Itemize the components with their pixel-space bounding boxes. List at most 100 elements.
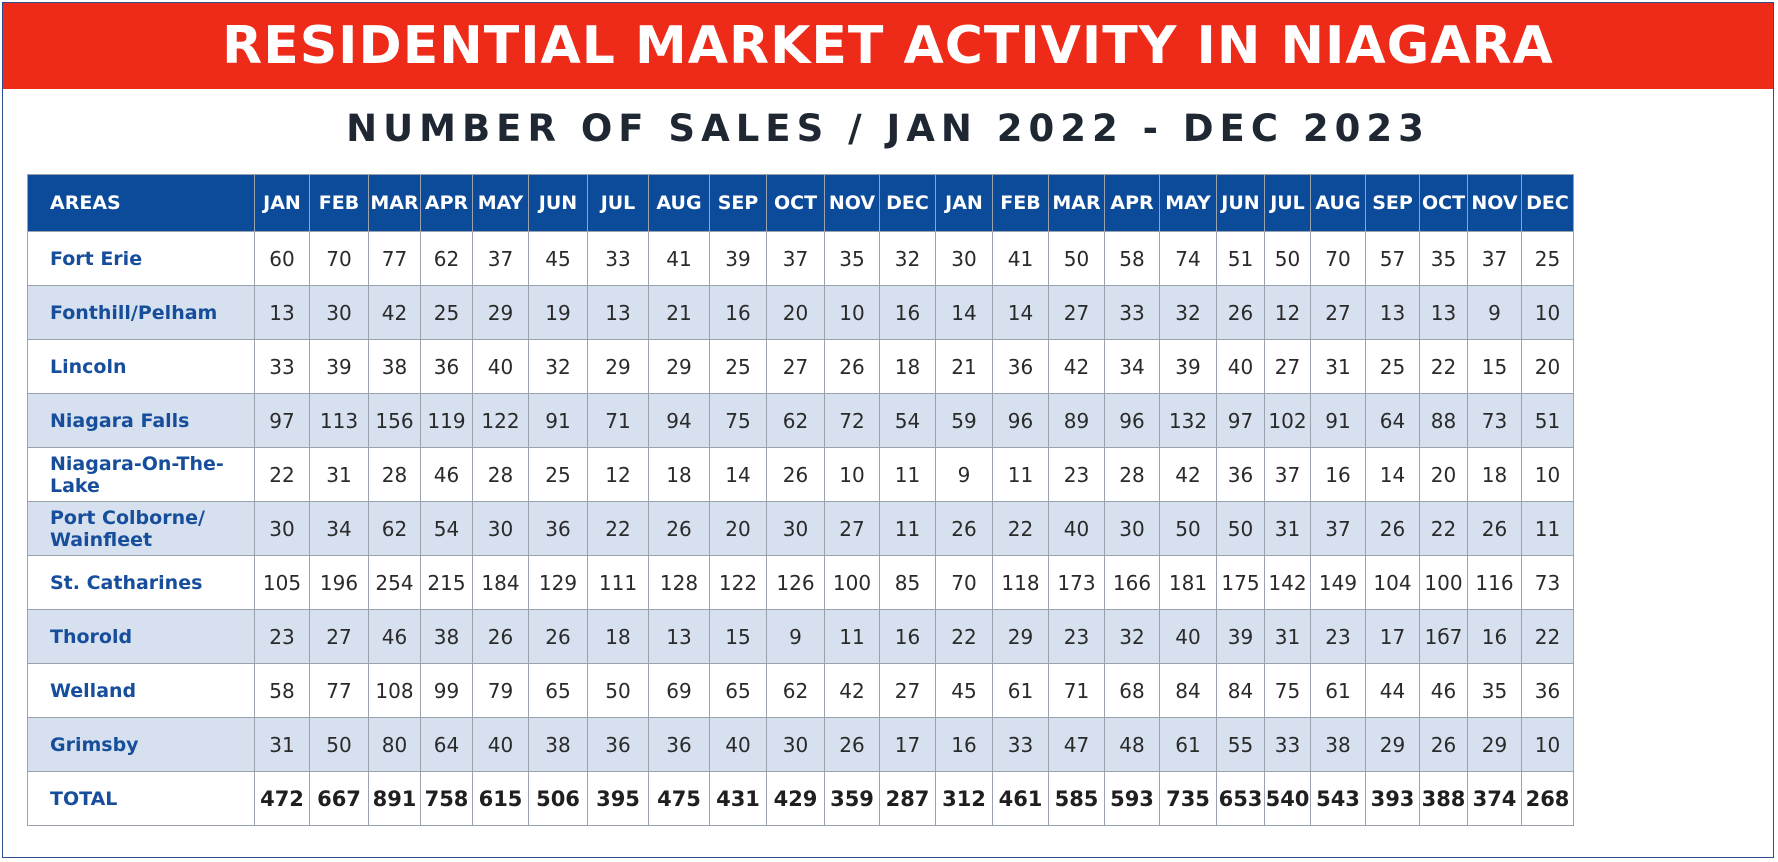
sales-cell: 57 — [1365, 231, 1420, 286]
sales-cell: 39 — [1159, 339, 1217, 394]
sales-table: AREAS JAN FEB MAR APR MAY JUN JUL AUG SEP OCT NOV D… — [27, 174, 1574, 826]
sales-cell: 36 — [420, 339, 473, 394]
sales-cell: 33 — [1104, 285, 1160, 340]
sales-cell: 62 — [766, 663, 825, 718]
sales-cell: 26 — [935, 501, 993, 556]
areas-header: AREAS — [27, 174, 255, 232]
sales-cell: 29 — [1467, 717, 1522, 772]
sales-cell: 132 — [1159, 393, 1217, 448]
sales-cell: 14 — [1365, 447, 1420, 502]
sales-cell: 26 — [472, 609, 529, 664]
sales-cell: 62 — [766, 393, 825, 448]
sales-cell: 9 — [935, 447, 993, 502]
sales-cell: 506 — [528, 771, 588, 826]
sales-cell: 26 — [766, 447, 825, 502]
sales-cell: 156 — [368, 393, 421, 448]
sales-cell: 23 — [1048, 609, 1105, 664]
sales-cell: 9 — [1467, 285, 1522, 340]
sales-cell: 70 — [1310, 231, 1366, 286]
sales-cell: 42 — [1048, 339, 1105, 394]
sales-cell: 18 — [879, 339, 936, 394]
sales-cell: 26 — [1365, 501, 1420, 556]
sales-cell: 104 — [1365, 555, 1420, 610]
sales-cell: 30 — [935, 231, 993, 286]
sales-cell: 55 — [1216, 717, 1265, 772]
sales-cell: 585 — [1048, 771, 1105, 826]
area-name: Port Colborne/ Wainfleet — [27, 501, 255, 556]
month-header: MAR — [368, 174, 421, 232]
sales-cell: 69 — [648, 663, 710, 718]
sales-cell: 615 — [472, 771, 529, 826]
sales-cell: 122 — [472, 393, 529, 448]
sales-cell: 32 — [1159, 285, 1217, 340]
sales-cell: 41 — [648, 231, 710, 286]
sales-cell: 38 — [528, 717, 588, 772]
sales-cell: 12 — [1264, 285, 1311, 340]
sales-cell: 30 — [254, 501, 310, 556]
sales-cell: 359 — [824, 771, 880, 826]
sales-cell: 50 — [1048, 231, 1105, 286]
sales-cell: 22 — [587, 501, 649, 556]
sales-cell: 16 — [935, 717, 993, 772]
sales-cell: 36 — [587, 717, 649, 772]
sales-cell: 215 — [420, 555, 473, 610]
sales-cell: 34 — [309, 501, 369, 556]
sales-cell: 472 — [254, 771, 310, 826]
sales-cell: 22 — [1521, 609, 1574, 664]
sales-cell: 11 — [1521, 501, 1574, 556]
sales-cell: 13 — [1365, 285, 1420, 340]
sales-cell: 54 — [879, 393, 936, 448]
sales-cell: 126 — [766, 555, 825, 610]
sales-cell: 91 — [1310, 393, 1366, 448]
sales-cell: 16 — [879, 285, 936, 340]
sales-cell: 22 — [254, 447, 310, 502]
sales-cell: 13 — [648, 609, 710, 664]
month-header: MAY — [472, 174, 529, 232]
month-header: FEB — [309, 174, 369, 232]
sales-cell: 11 — [992, 447, 1049, 502]
sales-cell: 75 — [709, 393, 767, 448]
sales-cell: 105 — [254, 555, 310, 610]
area-name: Thorold — [27, 609, 255, 664]
sales-cell: 891 — [368, 771, 421, 826]
page-title: RESIDENTIAL MARKET ACTIVITY IN NIAGARA — [222, 16, 1554, 76]
sales-cell: 97 — [1216, 393, 1265, 448]
month-header: JAN — [935, 174, 993, 232]
sales-cell: 268 — [1521, 771, 1574, 826]
sales-cell: 36 — [992, 339, 1049, 394]
sales-cell: 29 — [992, 609, 1049, 664]
sales-cell: 1б7 — [1419, 609, 1468, 664]
sales-cell: 27 — [879, 663, 936, 718]
sales-cell: 102 — [1264, 393, 1311, 448]
sales-cell: 20 — [766, 285, 825, 340]
sales-cell: 79 — [472, 663, 529, 718]
month-header: SEP — [1365, 174, 1420, 232]
sales-cell: 73 — [1521, 555, 1574, 610]
sales-cell: 173 — [1048, 555, 1105, 610]
sales-cell: 32 — [879, 231, 936, 286]
sales-cell: 23 — [1310, 609, 1366, 664]
sales-cell: 18 — [1467, 447, 1522, 502]
sales-cell: 18 — [648, 447, 710, 502]
sales-cell: 77 — [368, 231, 421, 286]
sales-cell: 149 — [1310, 555, 1366, 610]
sales-cell: 28 — [1104, 447, 1160, 502]
sales-cell: 36 — [1521, 663, 1574, 718]
sales-cell: 36 — [648, 717, 710, 772]
sales-cell: 11 — [879, 501, 936, 556]
sales-cell: 14 — [992, 285, 1049, 340]
sales-cell: 23 — [1048, 447, 1105, 502]
sales-cell: 15 — [709, 609, 767, 664]
sales-cell: 25 — [420, 285, 473, 340]
sales-cell: 429 — [766, 771, 825, 826]
sales-cell: 31 — [254, 717, 310, 772]
sales-cell: 33 — [992, 717, 1049, 772]
table-row: Thorold 23 27 46 38 26 26 18 13 15 9 11 16 22 29 23 32 40… — [27, 609, 1574, 664]
sales-cell: 119 — [420, 393, 473, 448]
sales-cell: 735 — [1159, 771, 1217, 826]
sales-cell: 58 — [1104, 231, 1160, 286]
month-header: JUN — [1216, 174, 1265, 232]
sales-cell: 10 — [824, 447, 880, 502]
month-header: MAY — [1159, 174, 1217, 232]
sales-cell: 62 — [368, 501, 421, 556]
